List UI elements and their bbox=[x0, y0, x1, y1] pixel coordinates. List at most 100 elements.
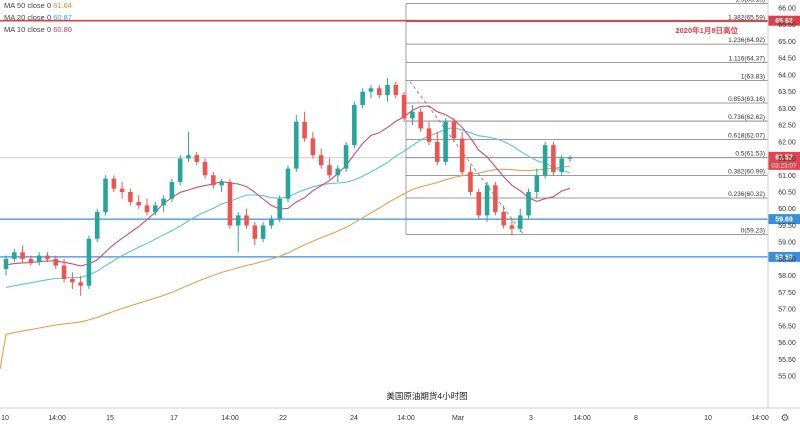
level-badge-label: 65.62 bbox=[775, 18, 793, 25]
time-tick-label: 14:00 bbox=[573, 415, 591, 422]
candle-body bbox=[451, 121, 457, 139]
candle-body bbox=[443, 121, 448, 162]
ma-legend: MA 50 close 0 61.64 MA 20 close 0 60.87 … bbox=[4, 0, 72, 36]
price-tick-label: 64.00 bbox=[778, 72, 796, 79]
fib-level-label: 0.236(60.32) bbox=[728, 191, 765, 198]
ma10-line bbox=[5, 105, 571, 267]
time-axis: 10 14:00 15 17 14:00 22 24 14:00 Mar 3 14:00 8 10 14:… bbox=[0, 407, 800, 424]
candle-body bbox=[517, 215, 523, 229]
price-tick-label: 64.50 bbox=[778, 56, 796, 63]
fib-level-label: 0.618(62.07) bbox=[728, 132, 765, 139]
legend-ma50-label: MA 50 close 0 bbox=[4, 1, 52, 10]
gear-icon: ⚙ bbox=[781, 413, 790, 424]
price-tick-label: 61.50 bbox=[778, 156, 796, 163]
level-badge bbox=[768, 251, 800, 262]
candle-body bbox=[269, 218, 274, 226]
legend-ma10-value: 60.80 bbox=[53, 25, 72, 34]
fib-level-label: 1.5(66.13) bbox=[735, 0, 765, 4]
price-tick-label: 63.00 bbox=[778, 106, 796, 113]
price-tick-label: 55.50 bbox=[778, 357, 796, 364]
candle-body bbox=[410, 111, 415, 119]
current-price-badge bbox=[768, 151, 800, 170]
level-badge-label: 59.69 bbox=[775, 217, 793, 224]
candle-body bbox=[426, 128, 432, 142]
candle-body bbox=[94, 212, 100, 239]
candle-body bbox=[285, 168, 291, 199]
chart-title: 美国原油期货4小时图 bbox=[386, 391, 467, 401]
candle-body bbox=[252, 225, 258, 239]
legend-ma50: MA 50 close 0 61.64 bbox=[4, 0, 72, 12]
candle-body bbox=[385, 84, 390, 95]
time-tick-label: 14:00 bbox=[751, 415, 769, 422]
legend-ma10: MA 10 close 0 60.80 bbox=[4, 24, 72, 36]
candle-body bbox=[567, 157, 573, 159]
fib-level-label: 0.382(60.99) bbox=[728, 169, 765, 176]
candle-body bbox=[194, 155, 200, 162]
price-tick-label: 65.50 bbox=[778, 22, 796, 29]
price-tick-label: 59.00 bbox=[778, 240, 796, 247]
candle-body bbox=[277, 198, 282, 219]
fibonacci-levels: 1.5(66.13) 1.382(65.59) 1.236(64.92) 1.116(… bbox=[405, 0, 768, 235]
candle-body bbox=[128, 192, 133, 203]
fib-level-label: 0.5(61.53) bbox=[735, 151, 765, 158]
candle-body bbox=[310, 138, 316, 156]
level-badge bbox=[768, 214, 800, 225]
price-tick-label: 56.50 bbox=[778, 323, 796, 330]
candle-body bbox=[476, 192, 482, 216]
candle-body bbox=[335, 168, 341, 176]
fib-level-label: 0.853(63.16) bbox=[728, 96, 765, 103]
price-tick-label: 61.00 bbox=[778, 173, 796, 180]
candle-body bbox=[542, 145, 548, 176]
candle-body bbox=[526, 192, 531, 216]
price-tick-label: 62.00 bbox=[778, 139, 796, 146]
annotation-2020-high: 2020年1月8日高位 bbox=[675, 25, 738, 35]
candle-body bbox=[12, 252, 17, 259]
candle-body bbox=[103, 178, 108, 213]
candle-body bbox=[393, 84, 399, 95]
moving-averages bbox=[0, 105, 571, 370]
time-tick-label: 17 bbox=[170, 415, 178, 422]
price-tick-label: 57.00 bbox=[778, 307, 796, 314]
price-tick-label: 55.00 bbox=[778, 374, 796, 381]
time-tick-label: 14:00 bbox=[221, 415, 239, 422]
price-axis: 55.00 55.50 56.00 56.50 57.00 57.50 58.00 58.50… bbox=[767, 0, 796, 408]
fib-level-label: 1.236(64.92) bbox=[728, 37, 765, 44]
ma50-line bbox=[0, 165, 571, 370]
candle-body bbox=[235, 215, 241, 226]
price-tick-label: 60.00 bbox=[778, 206, 796, 213]
price-tick-label: 57.50 bbox=[778, 290, 796, 297]
candle-body bbox=[86, 238, 92, 286]
fib-level-label: 1.382(65.59) bbox=[728, 15, 765, 22]
price-tick-label: 60.50 bbox=[778, 190, 796, 197]
candle-body bbox=[435, 141, 440, 162]
fib-trend-line bbox=[409, 81, 524, 235]
candle-body bbox=[53, 258, 59, 266]
candle-body bbox=[3, 258, 9, 269]
candle-body bbox=[78, 282, 83, 286]
price-tick-label: 62.50 bbox=[778, 123, 796, 130]
current-price-label: 61.52 bbox=[775, 154, 793, 161]
candle-body bbox=[177, 158, 183, 182]
candle-body bbox=[360, 91, 365, 106]
time-tick-label: 24 bbox=[350, 415, 358, 422]
candle-body bbox=[493, 185, 498, 213]
price-tick-label: 56.00 bbox=[778, 340, 796, 347]
candle-body bbox=[468, 171, 473, 192]
candle-body bbox=[153, 205, 158, 213]
candle-body bbox=[28, 258, 34, 263]
time-tick-label: 10 bbox=[704, 415, 712, 422]
candle-body bbox=[45, 255, 50, 259]
legend-ma20: MA 20 close 0 60.87 bbox=[4, 12, 72, 24]
candle-body bbox=[459, 138, 465, 172]
candle-body bbox=[20, 252, 25, 259]
time-tick-label: 22 bbox=[279, 415, 287, 422]
price-tick-label: 66.00 bbox=[778, 6, 796, 13]
price-tick-label: 65.00 bbox=[778, 39, 796, 46]
candle-body bbox=[327, 165, 332, 176]
fib-level-label: 1(63.83) bbox=[741, 74, 765, 81]
candle-body bbox=[376, 88, 382, 95]
candle-body bbox=[161, 198, 166, 206]
